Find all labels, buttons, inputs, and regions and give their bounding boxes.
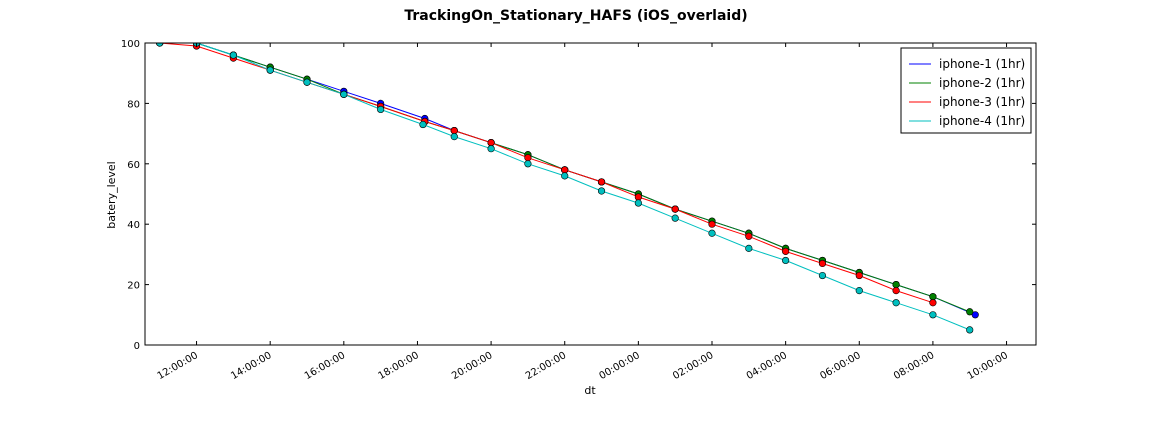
y-tick-label: 20: [127, 281, 140, 292]
series-line-4: [159, 43, 970, 331]
data-point: [745, 232, 753, 240]
data-point: [855, 271, 863, 280]
legend-box: [900, 47, 1032, 134]
data-point: [892, 287, 900, 295]
data-point: [597, 178, 606, 186]
data-point: [487, 139, 495, 147]
x-tick-label: 06:00:00: [818, 350, 862, 382]
data-point: [671, 214, 679, 222]
data-point: [419, 120, 427, 129]
data-point: [377, 105, 385, 114]
data-point: [929, 299, 937, 307]
data-point: [745, 244, 753, 252]
data-point: [524, 154, 532, 162]
data-point: [708, 220, 716, 228]
chart-title: TrackingOn_Stationary_HAFS (iOS_overlaid…: [404, 8, 747, 24]
data-point: [487, 145, 495, 153]
data-point: [561, 166, 569, 174]
data-point: [929, 293, 937, 301]
x-tick-label: 22:00:00: [524, 350, 568, 382]
data-point: [524, 160, 532, 168]
y-tick-label: 100: [121, 39, 140, 50]
legend: iphone-1 (1hr) iphone-2 (1hr) iphone-3 (1h…: [900, 47, 1032, 134]
plot-area: [156, 43, 979, 334]
data-point: [971, 311, 979, 319]
data-point: [561, 172, 569, 180]
plot-frame: [144, 42, 1037, 346]
x-tick-label: 08:00:00: [892, 350, 936, 382]
data-point: [966, 326, 974, 334]
y-tick-label: 0: [134, 341, 140, 352]
data-point: [966, 308, 974, 316]
x-tick-label: 10:00:00: [966, 350, 1010, 382]
data-point: [450, 126, 458, 135]
x-axis-label: dt: [584, 384, 596, 397]
data-point: [892, 299, 900, 307]
data-point: [266, 66, 274, 74]
data-point: [818, 259, 827, 268]
data-point: [597, 187, 606, 195]
data-point: [855, 287, 863, 295]
data-point: [892, 281, 900, 289]
x-tick-label: 00:00:00: [597, 350, 641, 382]
legend-label-3: iphone-3 (1hr): [939, 95, 1025, 109]
data-point: [634, 193, 642, 201]
y-tick-label: 60: [127, 160, 140, 171]
data-point: [303, 78, 311, 86]
x-tick-label: 14:00:00: [229, 350, 273, 382]
data-point: [229, 51, 237, 59]
x-tick-label: 20:00:00: [450, 350, 494, 382]
y-tick-label: 80: [127, 99, 140, 110]
axes: 0 20 40 60 80 100 12:00:00 14:00:00 16:00:00 18:0…: [121, 39, 1037, 382]
legend-label-4: iphone-4 (1hr): [939, 114, 1025, 128]
x-tick-label: 12:00:00: [156, 350, 200, 382]
series-line-1: [159, 43, 976, 316]
legend-label-1: iphone-1 (1hr): [939, 57, 1025, 71]
legend-label-2: iphone-2 (1hr): [939, 76, 1025, 90]
x-tick-label: 02:00:00: [671, 350, 715, 382]
data-point: [671, 205, 679, 213]
y-axis-label: batery_level: [105, 161, 118, 229]
x-tick-label: 04:00:00: [745, 350, 789, 382]
series-line-3: [159, 43, 934, 304]
x-tick-label: 18:00:00: [377, 350, 421, 382]
x-tick-label: 16:00:00: [303, 350, 347, 382]
data-point: [634, 199, 642, 207]
data-point: [818, 271, 827, 280]
data-point: [782, 256, 790, 265]
data-point: [708, 229, 716, 237]
y-tick-label: 40: [127, 220, 140, 231]
data-point: [340, 90, 348, 98]
data-point: [782, 247, 790, 255]
data-point: [450, 133, 458, 141]
data-point: [929, 311, 937, 319]
